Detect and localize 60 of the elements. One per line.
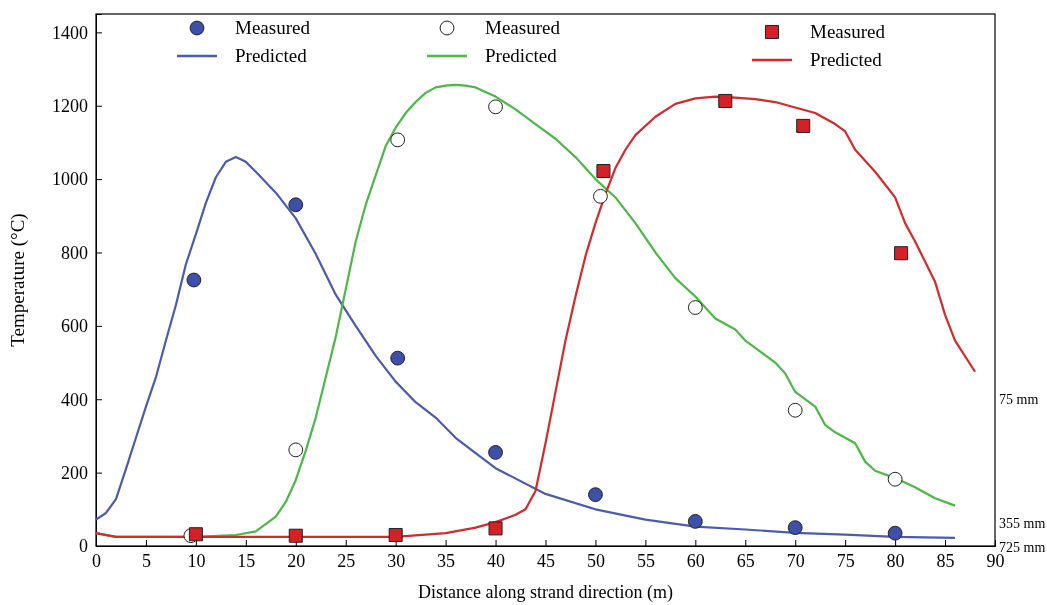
legend-label: Measured [235,17,311,38]
x-tick-label: 50 [586,550,605,571]
point [388,527,403,543]
point [390,350,406,366]
x-tick-label: 85 [936,550,955,571]
y-tick-label: 800 [61,242,88,263]
text: 75 mm [999,391,1039,407]
x-tick-label: 15 [237,550,256,571]
point [186,272,202,288]
point [687,300,703,315]
x-tick-label: 35 [437,550,456,571]
x-tick-label: 25 [337,550,356,571]
point [787,520,803,536]
point [593,188,608,204]
x-tick-label: 45 [537,550,555,571]
point [894,246,909,261]
point [488,521,503,536]
point [887,471,903,487]
point [390,132,406,148]
x-tick-label: 65 [736,550,755,571]
x-tick-label: 55 [636,550,655,571]
legend-label: Predicted [810,49,883,70]
y-tick-label: 1000 [52,169,88,190]
y-tick-label: 400 [61,389,88,410]
point [288,197,304,213]
y-axis-title: Temperature (°C) [7,213,29,347]
y-tick-label: 200 [61,462,88,483]
y-tick-label: 600 [61,316,88,337]
x-tick-label: 70 [786,550,805,571]
point [687,514,703,529]
line-series [94,155,957,540]
point [588,487,603,503]
legend-label: Predicted [485,45,558,66]
point [288,442,304,458]
point [887,525,903,541]
point [787,402,803,418]
x-tick-label: 80 [886,550,905,571]
x-axis-title: Distance along strand direction (m) [418,582,673,603]
point [718,93,733,108]
point [488,99,503,115]
y-tick-label: 0 [79,536,88,557]
point [288,528,303,543]
point [796,118,811,133]
point [188,527,203,542]
x-tick-label: 0 [92,550,101,571]
x-tick-label: 30 [387,550,406,571]
x-tick-label: 40 [487,550,506,571]
x-tick-label: 75 [836,550,855,571]
legend-label: Measured [485,17,561,38]
x-tick-label: 60 [686,550,705,571]
x-tick-label: 5 [141,550,151,571]
text: 355 mm [999,515,1046,531]
point [596,164,611,179]
legend-label: Measured [810,21,886,42]
x-tick-label: 10 [187,550,206,571]
legend-label: Predicted [235,45,308,66]
y-tick-label: 1200 [52,95,88,116]
y-tick-label: 1400 [52,22,88,43]
point [488,445,503,460]
x-tick-label: 20 [287,550,306,571]
